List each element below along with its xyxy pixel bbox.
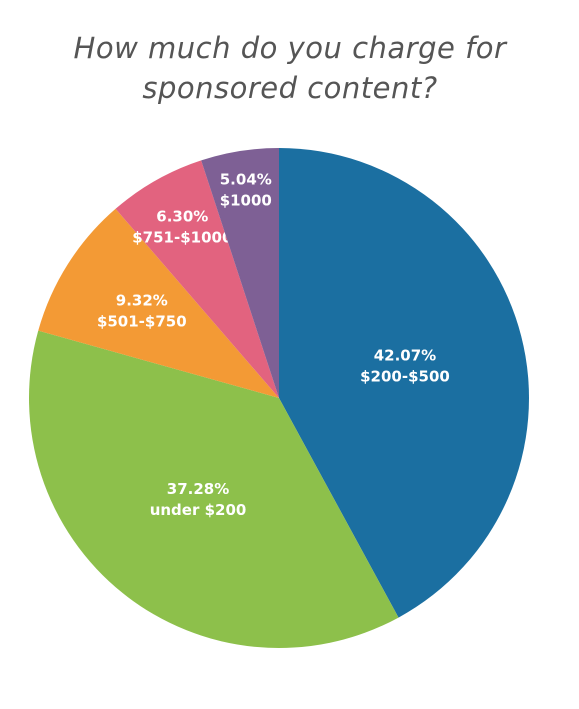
- pie-slice: [38, 208, 280, 398]
- slice-value-label: 42.07%: [374, 346, 436, 364]
- pie-slice: [115, 160, 279, 398]
- slice-category-label: under $200: [150, 501, 247, 519]
- pie-slice: [201, 148, 279, 398]
- slice-value-label: 37.28%: [167, 480, 229, 498]
- pie-slice: [28, 330, 399, 649]
- slice-value-label: 6.30%: [156, 207, 208, 225]
- slice-value-label: 5.04%: [220, 170, 272, 188]
- pie-slice: [279, 148, 530, 618]
- chart-title: How much do you charge for sponsored con…: [73, 31, 507, 105]
- slice-category-label: $751-$1000: [132, 228, 232, 246]
- slice-category-label: $501-$750: [97, 312, 187, 330]
- slice-category-label: $200-$500: [360, 367, 450, 385]
- slice-value-label: 9.32%: [116, 291, 168, 309]
- slice-category-label: $1000: [220, 191, 272, 209]
